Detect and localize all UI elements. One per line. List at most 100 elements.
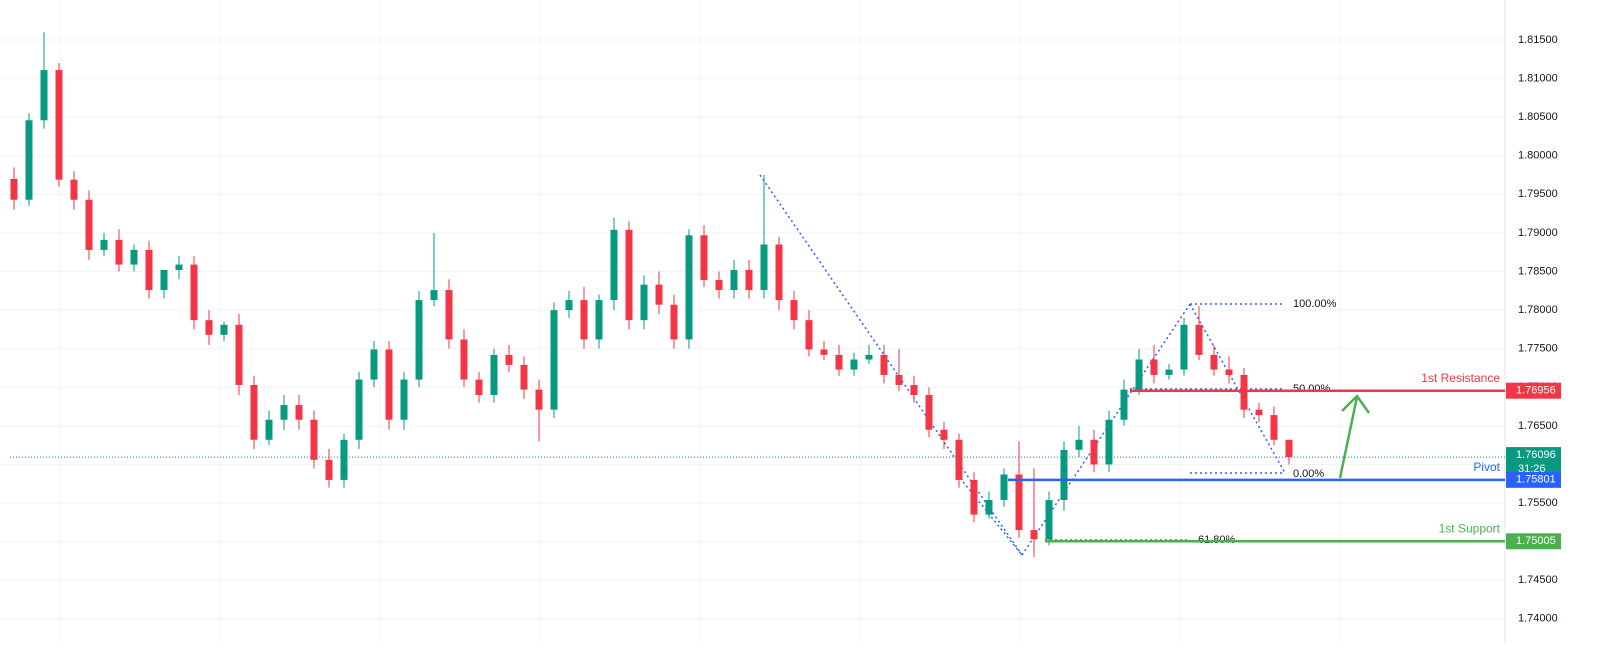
level-name: 1st Support <box>1439 521 1501 535</box>
candle-body <box>850 359 858 370</box>
candle-body <box>700 235 708 281</box>
candle-body <box>175 264 183 270</box>
candle-body <box>1120 389 1128 420</box>
candle-body <box>940 429 948 440</box>
candle-body <box>775 244 783 301</box>
candle-body <box>115 239 123 265</box>
candle-body <box>565 300 573 311</box>
y-tick-label: 1.81500 <box>1518 34 1558 46</box>
level-tag-label: 1.76956 <box>1516 385 1556 397</box>
y-tick-label: 1.80000 <box>1518 150 1558 162</box>
level-tag <box>1506 382 1561 399</box>
candle-body <box>985 499 993 515</box>
candle-body <box>265 419 273 440</box>
candle-body <box>40 70 48 121</box>
candle-body <box>325 459 333 480</box>
candle-body <box>865 354 873 360</box>
candle-body <box>490 354 498 396</box>
candle-body <box>925 395 933 430</box>
candle-body <box>205 320 213 335</box>
candle-body <box>610 229 618 301</box>
candle-body <box>70 179 78 200</box>
y-tick-label: 1.75500 <box>1518 497 1558 509</box>
level-tag <box>1506 533 1561 550</box>
candle-body <box>550 310 558 410</box>
candle-body <box>430 290 438 301</box>
y-tick-label: 1.79000 <box>1518 227 1558 239</box>
candle-body <box>745 269 753 291</box>
candle-body <box>805 320 813 350</box>
candle-body <box>595 300 603 340</box>
candle-body <box>955 439 963 480</box>
y-tick-label: 1.78000 <box>1518 304 1558 316</box>
candle-body <box>520 364 528 390</box>
candle-body <box>715 280 723 291</box>
level-tag <box>1506 471 1561 488</box>
candle-body <box>640 284 648 321</box>
candle-body <box>55 70 63 180</box>
candle-body <box>1210 354 1218 370</box>
candle-body <box>535 389 543 410</box>
candle-body <box>415 300 423 380</box>
candle-body <box>1255 409 1263 416</box>
candle-body <box>970 479 978 515</box>
candle-body <box>100 239 108 250</box>
fib-label: 100.00% <box>1293 298 1337 310</box>
candle-body <box>160 269 168 291</box>
candle-body <box>760 244 768 291</box>
candle-body <box>1030 530 1038 540</box>
level-tag-label: 1.75801 <box>1516 474 1556 486</box>
candle-body <box>625 229 633 321</box>
y-tick-label: 1.74000 <box>1518 613 1558 625</box>
candle-body <box>1000 474 1008 500</box>
candle-body <box>1045 499 1053 540</box>
candle-body <box>25 120 33 200</box>
candle-body <box>685 235 693 340</box>
candle-body <box>670 304 678 340</box>
candle-body <box>835 354 843 370</box>
y-tick-label: 1.78500 <box>1518 265 1558 277</box>
candle-body <box>400 379 408 420</box>
candle-body <box>1225 369 1233 375</box>
candle-body <box>880 354 888 375</box>
candle-body <box>295 405 303 420</box>
candle-body <box>1285 439 1293 458</box>
candle-body <box>580 300 588 340</box>
candle-body <box>235 324 243 385</box>
candle-body <box>910 384 918 396</box>
candle-body <box>460 339 468 380</box>
level-name: 1st Resistance <box>1421 371 1500 385</box>
candle-body <box>895 374 903 385</box>
candle-body <box>655 284 663 305</box>
y-tick-label: 1.81000 <box>1518 72 1558 84</box>
candle-body <box>85 199 93 250</box>
candle-body <box>1240 374 1248 410</box>
y-tick-label: 1.74500 <box>1518 574 1558 586</box>
candle-body <box>1075 439 1083 450</box>
candle-body <box>1135 359 1143 390</box>
candle-body <box>310 419 318 460</box>
candle-body <box>1180 324 1188 370</box>
candle-body <box>145 249 153 291</box>
level-name: Pivot <box>1473 460 1500 474</box>
candle-body <box>250 384 258 440</box>
candle-body <box>220 324 228 335</box>
candle-body <box>1060 449 1068 500</box>
candle-body <box>370 349 378 380</box>
fib-label: 0.00% <box>1293 468 1324 480</box>
candle-body <box>730 269 738 291</box>
candle-body <box>190 264 198 321</box>
candle-body <box>130 249 138 265</box>
candle-body <box>10 178 18 200</box>
candle-body <box>1015 474 1023 531</box>
candle-body <box>1165 369 1173 375</box>
level-tag-label: 1.75005 <box>1516 535 1556 547</box>
candle-body <box>1090 439 1098 465</box>
candle-body <box>475 379 483 396</box>
candle-body <box>505 354 513 365</box>
candle-body <box>1270 415 1278 440</box>
candle-body <box>280 405 288 420</box>
y-tick-label: 1.79500 <box>1518 188 1558 200</box>
